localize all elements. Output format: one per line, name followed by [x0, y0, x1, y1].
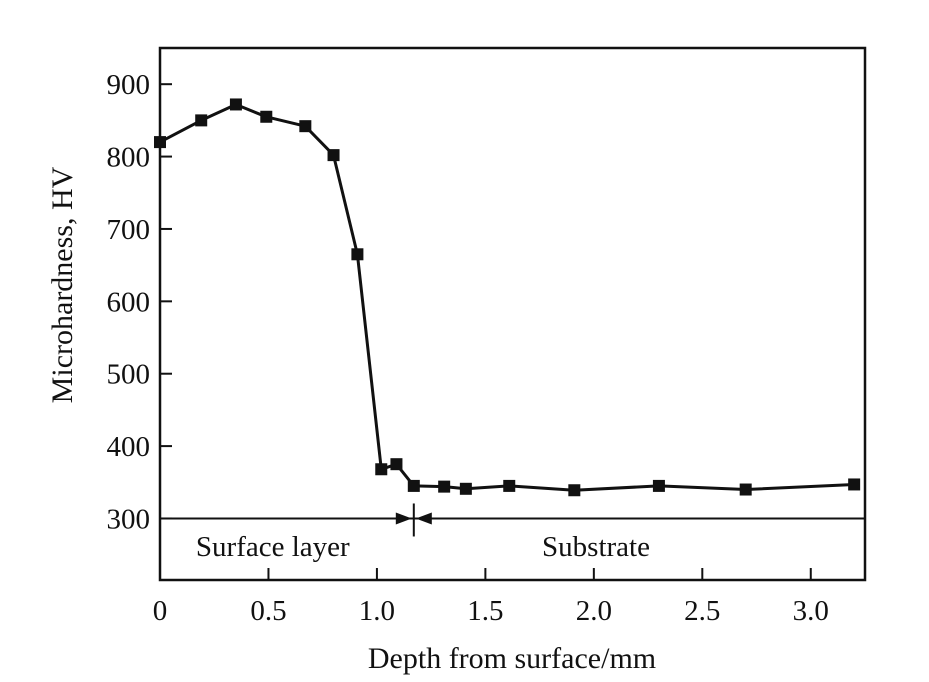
- x-tick-label: 3.0: [793, 595, 829, 627]
- data-point: [739, 483, 752, 496]
- region-label: Surface layer: [196, 531, 350, 563]
- y-tick-label: 700: [107, 214, 151, 246]
- data-point: [260, 110, 273, 123]
- data-point: [568, 484, 581, 497]
- region-labels: Surface layer Substrate: [196, 531, 650, 563]
- boundary-arrow-left: [395, 512, 412, 525]
- layer-boundary: [160, 503, 865, 537]
- x-tick-label: 0: [153, 595, 168, 627]
- y-axis-label: Microhardness, HV: [46, 166, 79, 403]
- data-point: [154, 136, 166, 149]
- y-tick-label: 600: [107, 286, 151, 318]
- data-point: [351, 248, 364, 261]
- y-tick-label: 400: [107, 431, 151, 463]
- series-group: [154, 98, 861, 497]
- y-tick-label: 800: [107, 142, 151, 174]
- x-axis-ticks: 0 0.5 1.0 1.5 2.0 2.5 3.0: [153, 568, 829, 627]
- data-point: [503, 479, 516, 492]
- data-point: [390, 458, 403, 471]
- region-label: Substrate: [542, 531, 650, 563]
- data-point: [459, 482, 472, 495]
- x-axis-label: Depth from surface/mm: [368, 642, 656, 675]
- x-tick-label: 1.5: [467, 595, 503, 627]
- data-point: [299, 120, 312, 133]
- data-point: [327, 149, 340, 162]
- y-axis-ticks: 300 400 500 600 700 800 900: [107, 69, 172, 535]
- series-line: [159, 103, 855, 492]
- data-point: [848, 478, 861, 491]
- x-tick-label: 2.0: [576, 595, 612, 627]
- data-point: [652, 479, 665, 492]
- y-tick-label: 300: [107, 503, 151, 535]
- x-tick-label: 2.5: [684, 595, 720, 627]
- x-tick-label: 0.5: [250, 595, 286, 627]
- data-point: [438, 480, 451, 493]
- data-point: [375, 463, 388, 476]
- data-point: [407, 479, 420, 492]
- y-tick-label: 900: [107, 69, 151, 101]
- data-point: [229, 98, 242, 111]
- data-point: [195, 114, 208, 127]
- boundary-arrow-right: [415, 512, 432, 525]
- x-tick-label: 1.0: [359, 595, 395, 627]
- y-tick-label: 500: [107, 359, 151, 391]
- plot-frame: [158, 46, 867, 582]
